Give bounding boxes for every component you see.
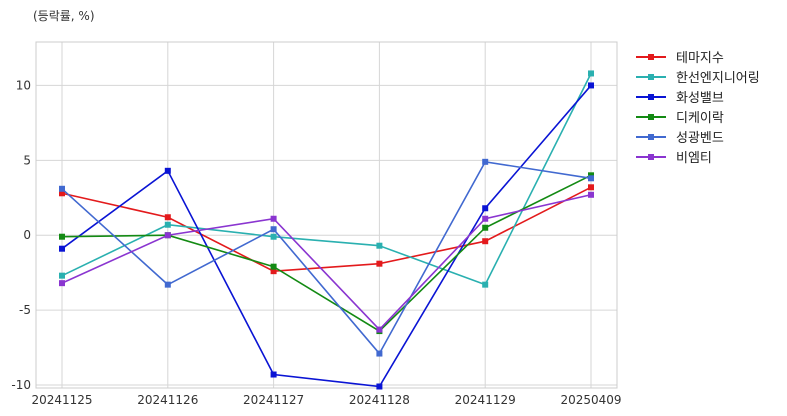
series-6: [59, 191, 594, 333]
plot-frame: [35, 41, 618, 389]
data-point: [588, 70, 594, 77]
data-point: [376, 326, 383, 333]
series-line: [61, 174, 592, 333]
y-tick-label: 10: [16, 78, 31, 92]
legend-marker: [648, 154, 654, 160]
data-point: [482, 215, 489, 222]
legend-item: 한선엔지니어링: [636, 71, 760, 86]
data-point: [270, 215, 277, 222]
data-point: [59, 233, 65, 240]
series-line: [61, 186, 592, 272]
data-point: [376, 350, 383, 357]
y-axis: 10 5 0 -5 -10: [11, 78, 31, 392]
y-tick-label: 5: [23, 153, 31, 167]
legend-marker: [648, 114, 654, 120]
series-3: [59, 82, 594, 390]
data-point: [482, 158, 489, 165]
x-tick-label: 20241126: [137, 393, 198, 407]
x-tick-label: 20250409: [560, 393, 621, 407]
legend-marker: [648, 54, 654, 60]
series-line: [61, 73, 592, 286]
data-point: [588, 82, 594, 89]
series-line: [61, 160, 592, 355]
series-2: [59, 70, 594, 288]
data-point: [270, 371, 277, 378]
data-point: [376, 260, 383, 267]
legend-label: 한선엔지니어링: [676, 71, 760, 86]
legend-label: 화성밸브: [676, 91, 724, 106]
legend-marker: [648, 94, 654, 100]
data-point: [164, 214, 171, 221]
legend-label: 비엠티: [676, 151, 712, 166]
x-tick-label: 20241127: [243, 393, 304, 407]
data-point: [59, 185, 65, 192]
data-point: [164, 221, 171, 228]
legend-item: 디케이락: [636, 111, 724, 126]
legend-item: 성광벤드: [636, 131, 724, 146]
series-line: [61, 193, 592, 331]
series-layer: [59, 70, 594, 390]
y-tick-label: -5: [19, 303, 31, 317]
data-point: [482, 238, 489, 245]
data-point: [59, 280, 65, 287]
data-point: [59, 245, 65, 252]
legend-item: 비엠티: [636, 151, 712, 166]
data-point: [376, 242, 383, 249]
data-point: [270, 226, 277, 233]
x-tick-label: 20241125: [31, 393, 92, 407]
x-tick-label: 20241129: [455, 393, 516, 407]
legend-item: 화성밸브: [636, 91, 724, 106]
legend-label: 테마지수: [676, 51, 724, 66]
series-1: [59, 184, 594, 275]
legend-marker: [648, 134, 654, 140]
data-point: [482, 205, 489, 212]
legend-item: 테마지수: [636, 51, 724, 66]
data-point: [270, 263, 277, 270]
x-axis: 20241125 20241126 20241127 20241128 20241129…: [31, 393, 621, 407]
legend-marker: [648, 74, 654, 80]
series-line: [61, 84, 592, 388]
y-tick-label: 0: [23, 228, 31, 242]
data-point: [164, 281, 171, 288]
data-point: [376, 383, 383, 390]
grid-lines: [36, 42, 617, 388]
data-point: [59, 272, 65, 279]
series-5: [59, 158, 594, 357]
data-point: [482, 281, 489, 288]
data-point: [482, 224, 489, 231]
legend-label: 디케이락: [676, 111, 724, 126]
data-point: [59, 190, 65, 197]
data-point: [164, 167, 171, 174]
data-point: [270, 268, 277, 275]
y-tick-label: -10: [11, 378, 31, 392]
data-point: [164, 232, 171, 239]
x-tick-label: 20241128: [349, 393, 410, 407]
data-point: [588, 184, 594, 191]
unit-label: (등락률, %): [33, 9, 95, 23]
legend-label: 성광벤드: [676, 131, 724, 146]
data-point: [270, 233, 277, 240]
data-point: [588, 191, 594, 198]
data-point: [588, 175, 594, 182]
